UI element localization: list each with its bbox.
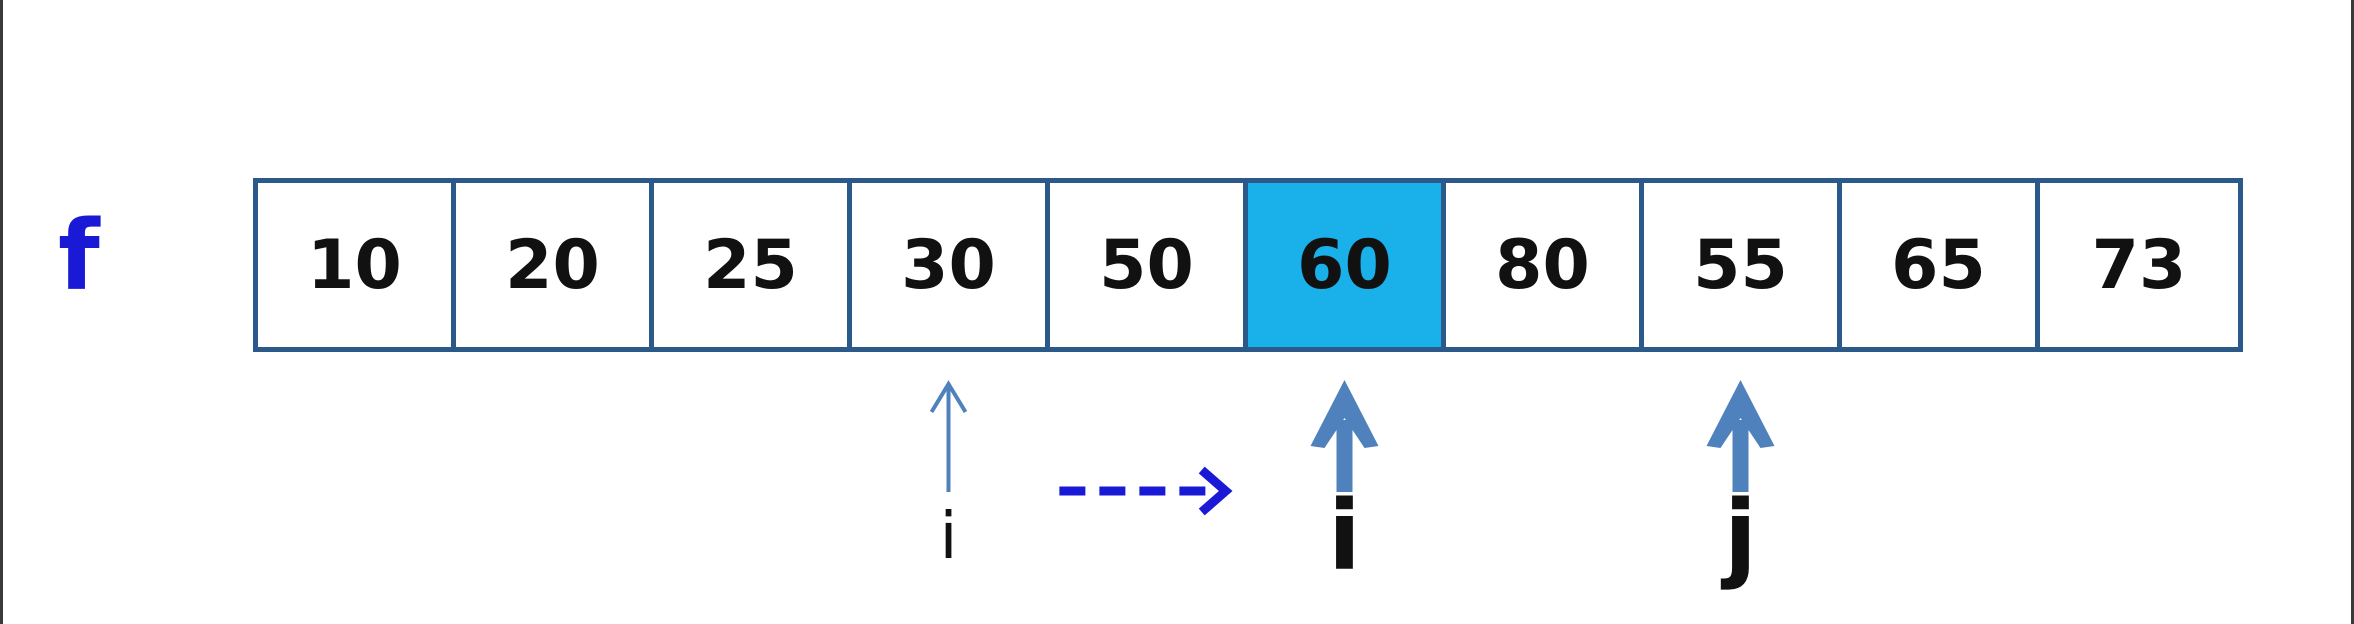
pointer-label-j: j: [1724, 480, 1757, 592]
pointer-label-i-old: i: [939, 500, 958, 574]
array-cell-4: 50: [1050, 183, 1248, 347]
frame-left-border: [0, 0, 3, 624]
array-name-label: f: [58, 200, 100, 312]
array-cell-6: 80: [1446, 183, 1644, 347]
array-cell-3: 30: [852, 183, 1050, 347]
move-arrow-dashed: [1059, 466, 1233, 516]
pointer-arrow-j: [1706, 380, 1775, 492]
pointer-arrow-i-old: [929, 380, 968, 492]
array-row: 10 20 25 30 50 60 80 55 65 73: [253, 178, 2243, 352]
array-cell-1: 20: [456, 183, 654, 347]
pointer-arrow-i-new: [1310, 380, 1379, 492]
array-cell-7: 55: [1644, 183, 1842, 347]
array-cell-9: 73: [2040, 183, 2238, 347]
array-cell-8: 65: [1842, 183, 2040, 347]
frame-right-border: [2351, 0, 2354, 624]
array-cell-2: 25: [654, 183, 852, 347]
array-cell-0: 10: [258, 183, 456, 347]
array-cell-5: 60: [1248, 183, 1446, 347]
pointer-label-i-new: i: [1328, 480, 1361, 592]
